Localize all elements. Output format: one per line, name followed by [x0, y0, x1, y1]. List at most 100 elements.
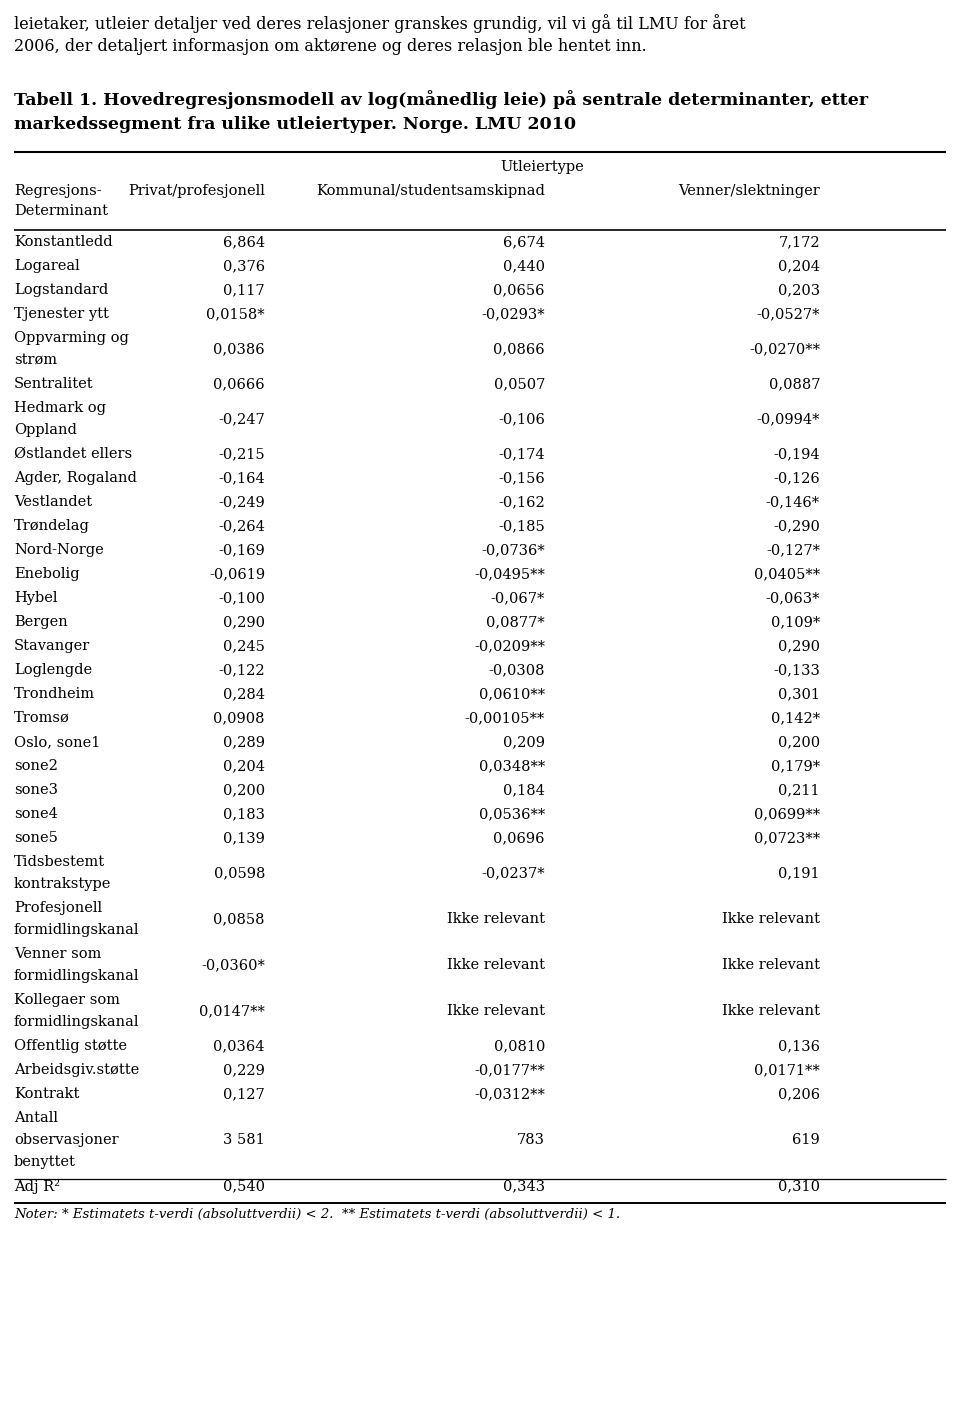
Text: -0,290: -0,290 [773, 519, 820, 533]
Text: 0,184: 0,184 [503, 783, 545, 797]
Text: formidlingskanal: formidlingskanal [14, 970, 139, 983]
Text: -0,0527*: -0,0527* [756, 307, 820, 321]
Text: 619: 619 [792, 1134, 820, 1147]
Text: 0,211: 0,211 [779, 783, 820, 797]
Text: 0,142*: 0,142* [771, 712, 820, 724]
Text: -0,0360*: -0,0360* [202, 958, 265, 973]
Text: Ikke relevant: Ikke relevant [722, 1004, 820, 1018]
Text: Tabell 1. Hovedregresjonsmodell av log(månedlig leie) på sentrale determinanter,: Tabell 1. Hovedregresjonsmodell av log(m… [14, 90, 868, 108]
Text: 0,191: 0,191 [779, 866, 820, 880]
Text: 0,0348**: 0,0348** [479, 759, 545, 773]
Text: -0,185: -0,185 [498, 519, 545, 533]
Text: 0,206: 0,206 [778, 1087, 820, 1101]
Text: Trøndelag: Trøndelag [14, 519, 90, 533]
Text: 0,0696: 0,0696 [493, 831, 545, 846]
Text: 0,0723**: 0,0723** [754, 831, 820, 846]
Text: 0,179*: 0,179* [771, 759, 820, 773]
Text: Kommunal/studentsamskipnad: Kommunal/studentsamskipnad [316, 184, 545, 198]
Text: 7,172: 7,172 [779, 235, 820, 250]
Text: Determinant: Determinant [14, 204, 108, 218]
Text: -0,0270**: -0,0270** [749, 342, 820, 356]
Text: Noter: * Estimatets t-verdi (absoluttverdii) < 2.  ** Estimatets t-verdi (absolu: Noter: * Estimatets t-verdi (absoluttver… [14, 1208, 620, 1221]
Text: -0,264: -0,264 [218, 519, 265, 533]
Text: 0,229: 0,229 [223, 1062, 265, 1077]
Text: 0,310: 0,310 [778, 1179, 820, 1194]
Text: -0,0209**: -0,0209** [474, 639, 545, 653]
Text: 0,127: 0,127 [224, 1087, 265, 1101]
Text: 0,0171**: 0,0171** [755, 1062, 820, 1077]
Text: 0,209: 0,209 [503, 734, 545, 749]
Text: 0,0858: 0,0858 [213, 913, 265, 925]
Text: -0,063*: -0,063* [765, 590, 820, 605]
Text: 0,200: 0,200 [223, 783, 265, 797]
Text: 0,0386: 0,0386 [213, 342, 265, 356]
Text: -0,215: -0,215 [218, 446, 265, 461]
Text: 0,540: 0,540 [223, 1179, 265, 1194]
Text: -0,127*: -0,127* [766, 543, 820, 558]
Text: 0,0656: 0,0656 [493, 282, 545, 297]
Text: 0,0699**: 0,0699** [754, 807, 820, 821]
Text: Adj R²: Adj R² [14, 1179, 60, 1194]
Text: Tjenester ytt: Tjenester ytt [14, 307, 108, 321]
Text: 0,0147**: 0,0147** [199, 1004, 265, 1018]
Text: Ikke relevant: Ikke relevant [722, 913, 820, 925]
Text: 0,0598: 0,0598 [214, 866, 265, 880]
Text: 0,284: 0,284 [223, 687, 265, 702]
Text: 0,136: 0,136 [778, 1040, 820, 1052]
Text: markedssegment fra ulike utleiertyper. Norge. LMU 2010: markedssegment fra ulike utleiertyper. N… [14, 116, 576, 133]
Text: sone3: sone3 [14, 783, 58, 797]
Text: Venner/slektninger: Venner/slektninger [679, 184, 820, 198]
Text: formidlingskanal: formidlingskanal [14, 1015, 139, 1030]
Text: -0,133: -0,133 [773, 663, 820, 677]
Text: 0,204: 0,204 [778, 260, 820, 272]
Text: -0,0308: -0,0308 [489, 663, 545, 677]
Text: -0,0495**: -0,0495** [474, 568, 545, 580]
Text: 0,0364: 0,0364 [213, 1040, 265, 1052]
Text: 0,0610**: 0,0610** [479, 687, 545, 702]
Text: -0,169: -0,169 [218, 543, 265, 558]
Text: -0,0619: -0,0619 [209, 568, 265, 580]
Text: -0,00105**: -0,00105** [465, 712, 545, 724]
Text: observasjoner: observasjoner [14, 1134, 119, 1147]
Text: 0,204: 0,204 [223, 759, 265, 773]
Text: -0,0293*: -0,0293* [481, 307, 545, 321]
Text: Loglengde: Loglengde [14, 663, 92, 677]
Text: Oppvarming og: Oppvarming og [14, 331, 129, 345]
Text: Hedmark og: Hedmark og [14, 401, 106, 415]
Text: Stavanger: Stavanger [14, 639, 90, 653]
Text: 0,245: 0,245 [223, 639, 265, 653]
Text: -0,0237*: -0,0237* [481, 866, 545, 880]
Text: 0,0887: 0,0887 [769, 376, 820, 391]
Text: 0,0507: 0,0507 [493, 376, 545, 391]
Text: Trondheim: Trondheim [14, 687, 95, 702]
Text: Kollegaer som: Kollegaer som [14, 992, 120, 1007]
Text: 0,109*: 0,109* [771, 615, 820, 629]
Text: sone2: sone2 [14, 759, 58, 773]
Text: Oppland: Oppland [14, 424, 77, 436]
Text: kontrakstype: kontrakstype [14, 877, 111, 891]
Text: 0,343: 0,343 [503, 1179, 545, 1194]
Text: -0,0312**: -0,0312** [474, 1087, 545, 1101]
Text: 0,0405**: 0,0405** [754, 568, 820, 580]
Text: 0,0866: 0,0866 [493, 342, 545, 356]
Text: 0,200: 0,200 [778, 734, 820, 749]
Text: Kontrakt: Kontrakt [14, 1087, 80, 1101]
Text: 0,139: 0,139 [223, 831, 265, 846]
Text: -0,0994*: -0,0994* [756, 412, 820, 426]
Text: Bergen: Bergen [14, 615, 68, 629]
Text: Vestlandet: Vestlandet [14, 495, 92, 509]
Text: 0,440: 0,440 [503, 260, 545, 272]
Text: -0,247: -0,247 [218, 412, 265, 426]
Text: Ikke relevant: Ikke relevant [722, 958, 820, 973]
Text: Logareal: Logareal [14, 260, 80, 272]
Text: leietaker, utleier detaljer ved deres relasjoner granskes grundig, vil vi gå til: leietaker, utleier detaljer ved deres re… [14, 14, 746, 33]
Text: -0,126: -0,126 [773, 471, 820, 485]
Text: 0,183: 0,183 [223, 807, 265, 821]
Text: 6,674: 6,674 [503, 235, 545, 250]
Text: Østlandet ellers: Østlandet ellers [14, 446, 132, 461]
Text: -0,146*: -0,146* [766, 495, 820, 509]
Text: Tidsbestemt: Tidsbestemt [14, 856, 106, 868]
Text: 0,203: 0,203 [778, 282, 820, 297]
Text: sone4: sone4 [14, 807, 58, 821]
Text: sone5: sone5 [14, 831, 58, 846]
